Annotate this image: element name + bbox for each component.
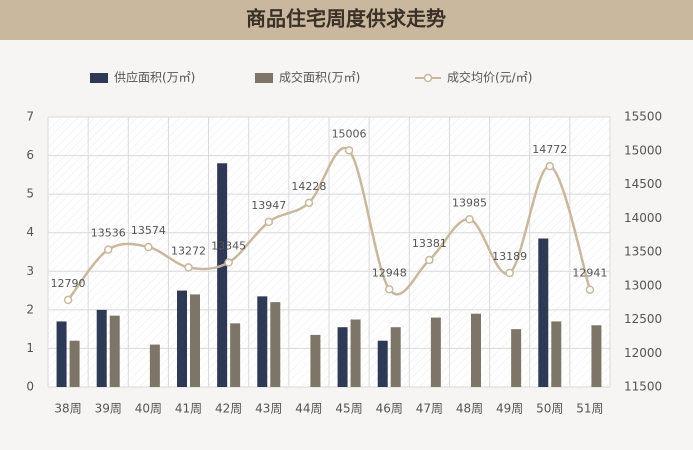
y2-tick-label: 13500 [624,245,662,259]
price-label: 13947 [251,199,286,212]
x-tick-label: 38周 [54,402,81,416]
bar [471,313,481,387]
price-point [144,242,153,252]
price-point [224,258,233,267]
bar [390,327,401,387]
y-tick-label: 4 [26,225,34,239]
x-tick-label: 44周 [295,402,322,416]
bar [591,325,602,387]
x-tick-label: 50周 [536,402,563,416]
price-label: 13381 [412,237,447,250]
bar [430,317,441,387]
price-point [505,268,514,278]
x-tick-label: 42周 [215,402,242,416]
x-tick-label: 51周 [576,402,603,416]
legend-label: 成交均价(元/㎡) [447,70,532,85]
x-tick-label: 46周 [376,402,403,416]
bar [337,327,348,387]
y-tick-label: 5 [26,187,34,201]
y2-tick-label: 13000 [624,278,662,292]
price-point [465,215,474,224]
y2-tick-label: 14000 [624,211,662,225]
y-tick-label: 6 [26,148,34,162]
legend-swatch [255,73,273,83]
bar [270,302,281,387]
y2-tick-label: 14500 [624,177,662,191]
price-line [67,146,592,301]
price-label: 15006 [332,127,367,140]
bar [310,334,321,387]
bar [109,315,120,387]
bar [511,329,522,387]
legend-swatch [90,73,108,83]
price-label: 13189 [492,250,527,263]
price-point [384,285,394,294]
price-label: 13272 [171,244,206,257]
y-tick-label: 2 [26,302,34,316]
price-point [304,198,314,208]
y-tick-label: 7 [26,110,34,124]
bar [538,238,549,387]
y2-tick-label: 12000 [624,346,662,360]
bar [551,321,562,387]
price-label: 14228 [291,180,326,193]
bar [56,321,67,387]
bar [350,319,361,387]
y-tick-label: 3 [26,264,34,278]
legend-label: 成交面积(万㎡) [279,70,360,85]
bar [377,340,388,387]
bar [257,296,268,387]
bar [190,294,200,387]
price-label: 13985 [452,196,487,209]
price-point [264,217,274,227]
bar [230,323,241,387]
x-tick-label: 45周 [335,402,362,416]
bar [96,309,107,387]
price-label: 13574 [131,224,166,237]
bar [177,290,187,387]
bar [69,340,80,387]
price-label: 13345 [211,239,246,252]
price-point [545,161,555,171]
x-tick-label: 49周 [496,402,523,416]
legend-marker [423,73,433,83]
price-label: 14772 [532,143,567,156]
bar [149,344,160,387]
x-tick-label: 41周 [175,402,202,416]
price-point [425,255,434,265]
y-tick-label: 1 [26,341,34,355]
price-label: 12941 [572,267,607,280]
x-tick-label: 43周 [255,402,282,416]
price-point [344,146,354,155]
x-tick-label: 48周 [456,402,483,416]
price-point [63,295,73,305]
price-label: 13536 [91,227,126,240]
x-tick-label: 39周 [95,402,122,416]
x-tick-label: 40周 [135,402,162,416]
chart-title: 商品住宅周度供求走势 [246,7,446,31]
price-point [103,245,113,254]
y2-tick-label: 15500 [624,110,662,124]
y2-tick-label: 11500 [624,380,662,394]
y2-tick-label: 15000 [624,143,662,157]
y-tick-label: 0 [26,380,34,394]
bar [217,163,228,387]
x-tick-label: 47周 [416,402,443,416]
price-label: 12790 [51,277,86,290]
legend-label: 供应面积(万㎡) [114,70,195,85]
y2-tick-label: 12500 [624,312,662,326]
price-point [585,285,595,294]
price-label: 12948 [372,266,407,279]
price-point [184,263,193,272]
title-bar [0,0,693,40]
